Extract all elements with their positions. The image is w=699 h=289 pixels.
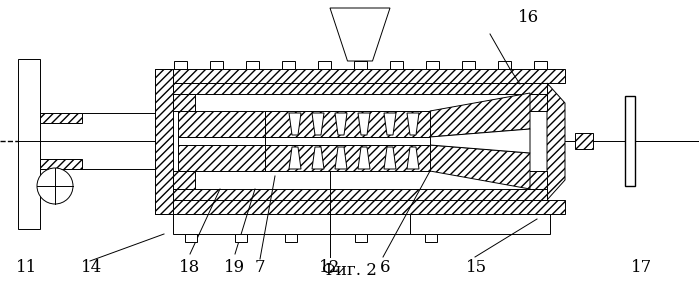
Bar (155, 69, 173, 214)
Polygon shape (384, 113, 396, 135)
Bar (389, 214, 403, 222)
Bar (425, 234, 437, 242)
Text: 7: 7 (254, 258, 266, 275)
Polygon shape (289, 113, 301, 135)
Bar (40, 113, 82, 123)
Bar (173, 189, 547, 200)
Bar (210, 61, 222, 69)
Text: 15: 15 (466, 258, 487, 275)
Polygon shape (335, 147, 347, 169)
Polygon shape (178, 145, 265, 171)
Bar (155, 69, 565, 83)
Bar (317, 61, 331, 69)
Bar (317, 214, 331, 222)
Text: 19: 19 (224, 258, 245, 275)
Bar (285, 234, 297, 242)
Bar (185, 234, 197, 242)
Polygon shape (312, 147, 324, 169)
Polygon shape (330, 8, 390, 61)
Circle shape (37, 168, 73, 204)
Bar (527, 94, 547, 111)
Bar (173, 61, 187, 69)
Text: 11: 11 (16, 258, 38, 275)
Text: Фиг. 2: Фиг. 2 (322, 262, 377, 279)
Polygon shape (384, 147, 396, 169)
Polygon shape (407, 113, 419, 135)
Bar (173, 171, 195, 189)
Bar (173, 214, 503, 234)
Bar (265, 137, 430, 145)
Text: 6: 6 (380, 258, 390, 275)
Polygon shape (430, 145, 530, 189)
Text: 16: 16 (517, 9, 538, 26)
Polygon shape (335, 113, 347, 135)
Bar (354, 214, 366, 222)
Polygon shape (430, 129, 530, 153)
Bar (575, 133, 593, 149)
Bar (498, 214, 510, 222)
Bar (245, 61, 259, 69)
Bar (282, 214, 294, 222)
Bar (40, 159, 82, 169)
Polygon shape (265, 111, 430, 137)
Bar (533, 214, 547, 222)
Bar (173, 83, 547, 94)
Bar (282, 61, 294, 69)
Bar (625, 96, 635, 186)
Bar (533, 61, 547, 69)
Bar (173, 94, 195, 111)
Polygon shape (289, 147, 301, 169)
Bar (354, 61, 366, 69)
Polygon shape (265, 145, 430, 171)
Polygon shape (312, 113, 324, 135)
Bar (461, 214, 475, 222)
Bar (410, 214, 550, 234)
Text: 12: 12 (319, 258, 340, 275)
Polygon shape (358, 147, 370, 169)
Bar (498, 61, 510, 69)
Bar (355, 234, 367, 242)
Bar (18, 59, 40, 229)
Bar (210, 214, 222, 222)
Bar (155, 200, 565, 214)
Bar (527, 171, 547, 189)
Bar (178, 137, 265, 145)
Bar (389, 61, 403, 69)
Polygon shape (407, 147, 419, 169)
Bar (245, 214, 259, 222)
Polygon shape (178, 111, 265, 137)
Polygon shape (430, 93, 530, 137)
Bar (235, 234, 247, 242)
Bar (173, 214, 187, 222)
Bar (461, 61, 475, 69)
Text: 14: 14 (81, 258, 103, 275)
Text: 18: 18 (180, 258, 201, 275)
Text: 17: 17 (631, 258, 653, 275)
Polygon shape (547, 83, 565, 200)
Polygon shape (358, 113, 370, 135)
Bar (426, 214, 438, 222)
Bar (426, 61, 438, 69)
